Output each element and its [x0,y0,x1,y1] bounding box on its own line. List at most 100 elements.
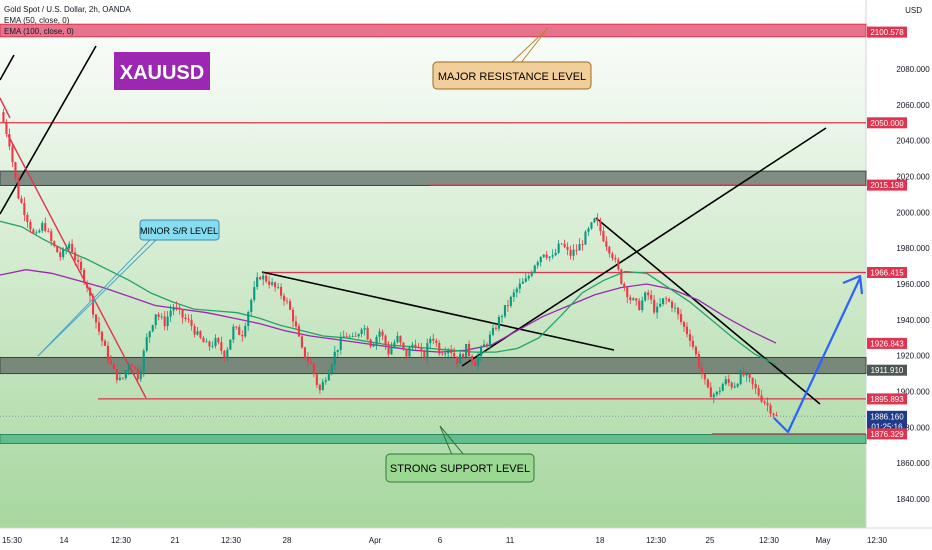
candle-body [95,314,98,323]
candle-body [474,361,477,366]
candle-body [32,229,35,234]
price-badge-1966.415 [867,267,907,278]
minor-sr-callout-bg[interactable] [139,219,220,241]
candle-body [372,344,375,347]
candle-body [121,377,124,379]
x-tick-label: 12:30 [111,536,132,545]
trendline-rising[interactable] [461,127,827,367]
candle-body [50,231,53,242]
candle-body [390,347,393,355]
candle-body [632,298,635,300]
ticker-badge-bg [114,52,210,90]
zones-layer [0,23,867,444]
candle-body [351,336,354,337]
candle-body [638,300,641,310]
projection-arrow[interactable] [773,277,861,434]
candle-body [127,364,130,371]
candle-body [581,244,584,245]
candle-body [169,310,172,317]
candle-body [399,335,402,343]
candle-body [14,162,17,179]
candle-body [745,374,748,376]
candle-body [44,223,47,231]
x-tick-label: 28 [283,536,292,545]
candle-body [56,246,59,253]
candle-body [199,331,202,338]
ticker-badge: XAUUSD [120,62,204,84]
candle-body [360,329,363,334]
candle-body [20,198,23,203]
x-tick-label: 12:30 [867,536,888,545]
price-badge-label: 1966.415 [870,269,904,278]
ema50-line[interactable] [0,220,777,366]
candle-body [297,326,300,337]
candle-body [274,282,277,288]
candle-body [289,301,292,310]
candle-body [327,372,330,381]
candle-body [438,343,441,354]
strong-support-callout-bg[interactable] [385,453,535,483]
candle-body [608,246,611,254]
candle-body [223,350,226,359]
price-badge-label: 1926.843 [870,339,904,348]
candle-body [506,305,509,306]
candle-body [23,203,26,215]
trendline-red-top[interactable] [0,97,11,119]
price-badge-label: 2015.198 [870,181,904,190]
zone-upper-grey[interactable] [0,170,867,186]
candle-body [539,256,542,263]
candle-body [148,331,151,338]
y-tick-label: 2080.000 [896,65,930,74]
candle-body [375,336,378,345]
candle-body [757,388,760,396]
candle-body [387,345,390,355]
candle-body [68,243,71,249]
candle-body [429,338,432,344]
candle-body [420,347,423,352]
strong-support-pointer-b [439,425,465,456]
legend-symbol[interactable]: Gold Spot / U.S. Dollar, 2h, OANDA [4,5,131,14]
trendline-red-down[interactable] [7,134,147,399]
trendline-descending-wedge[interactable] [261,271,615,351]
candle-body [468,344,471,356]
candle-body [500,316,503,318]
candle-body [193,326,196,335]
trendline-top-left[interactable] [0,54,15,81]
candle-body [682,322,685,327]
candle-body [611,253,614,259]
trendline-falling[interactable] [595,217,821,405]
major-resistance-callout-bg[interactable] [432,61,592,90]
zone-major-resistance[interactable] [0,23,867,38]
y-tick-label: 1960.000 [896,280,930,289]
legend-ema100[interactable]: EMA (100, close, 0) [4,27,74,36]
strong-support-callout: STRONG SUPPORT LEVEL [390,463,530,475]
candle-body [697,354,700,368]
candle-body [271,282,274,285]
candle-body [680,314,683,322]
price-badge-label: 1911.910 [871,366,904,375]
trendline-steep-up[interactable] [0,45,97,215]
candle-body [435,340,438,343]
candle-body [751,377,754,384]
x-tick-label: 12:30 [759,536,780,545]
candle-body [86,282,89,288]
candle-body [98,322,101,332]
candle-body [432,338,435,341]
candle-body [366,328,369,340]
candle-body [357,334,360,337]
x-tick-label: 12:30 [646,536,667,545]
candle-body [59,252,62,257]
zone-middle-grey[interactable] [0,356,867,375]
price-badge-label: 2100.578 [870,28,904,37]
candle-body [65,248,68,250]
zone-strong-support[interactable] [0,434,867,444]
price-badge-label: 1886.160 [870,412,904,421]
legend-ema50[interactable]: EMA (50, close, 0) [4,16,70,25]
candle-body [456,356,459,364]
x-tick-label: 25 [706,536,715,545]
candle-body [772,413,775,416]
candle-body [259,277,262,280]
candle-body [190,319,193,327]
minor-sr-callout: MINOR S/R LEVEL [140,226,218,236]
